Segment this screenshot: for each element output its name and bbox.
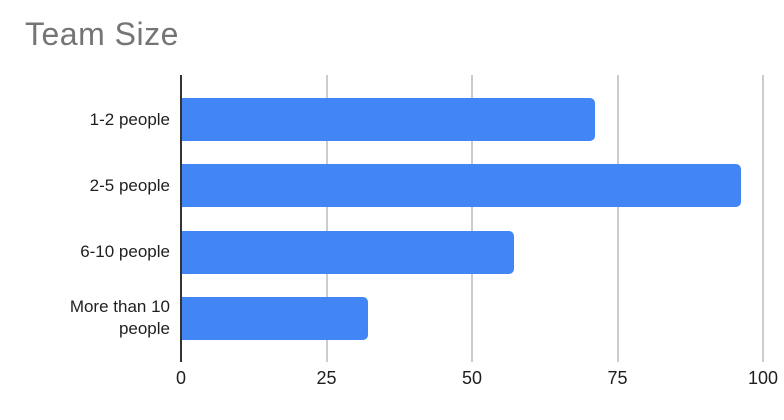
x-tick-label: 25 <box>316 368 337 388</box>
x-tick-label: 100 <box>747 368 779 388</box>
gridline <box>325 75 328 362</box>
bar-2-5-people[interactable] <box>182 164 741 207</box>
bar-more-than-10-people[interactable] <box>182 297 369 340</box>
bar-1-2-people[interactable] <box>182 98 596 141</box>
axis-baseline <box>180 75 182 362</box>
gridline <box>616 75 619 362</box>
x-tick-label: 50 <box>461 368 483 388</box>
gridline <box>471 75 473 362</box>
chart-title: Team Size <box>25 16 179 52</box>
plot-area <box>180 75 764 362</box>
category-label: 6-10 people <box>80 242 170 261</box>
category-label: More than 10 people <box>69 297 170 338</box>
x-tick-label: 0 <box>175 368 186 388</box>
bar-6-10-people[interactable] <box>182 231 514 274</box>
x-tick-label: 75 <box>607 368 628 388</box>
category-label: 1-2 people <box>89 110 170 129</box>
gridline <box>762 75 764 362</box>
category-label: 2-5 people <box>89 176 170 195</box>
